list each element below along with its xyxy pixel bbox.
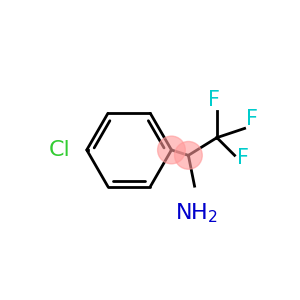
- Text: NH$_2$: NH$_2$: [175, 202, 218, 225]
- Text: F: F: [246, 109, 258, 129]
- Text: Cl: Cl: [49, 140, 71, 160]
- Text: F: F: [208, 90, 220, 110]
- Text: F: F: [237, 148, 249, 168]
- Circle shape: [175, 142, 202, 169]
- Circle shape: [158, 136, 185, 164]
